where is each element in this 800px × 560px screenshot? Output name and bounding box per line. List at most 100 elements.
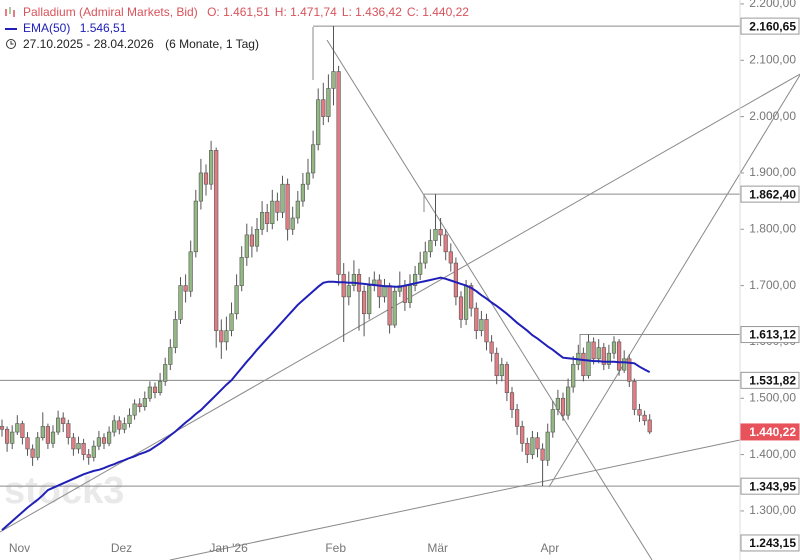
x-axis: Nov Dez Jan '26 Feb Mär Apr (9, 541, 559, 555)
candle-body (188, 251, 193, 292)
candle-body (596, 347, 601, 360)
candle-body (514, 409, 520, 427)
candles (0, 26, 652, 487)
candle-body (259, 212, 265, 230)
candle-body (494, 352, 499, 377)
candle-body (560, 397, 566, 416)
candle-body (402, 285, 408, 303)
candle-body (10, 431, 15, 444)
candle-body (611, 341, 617, 354)
level-label: 1.613,12 (749, 328, 796, 342)
candle-body (112, 420, 117, 433)
candle-body (540, 448, 545, 461)
candle-body (209, 150, 214, 185)
candle-body (214, 150, 219, 331)
candle-body (198, 172, 204, 202)
candle-body (423, 251, 428, 264)
candle-body (418, 262, 423, 275)
level-label: 1.531,82 (749, 374, 796, 388)
watermark-text: stock3 (4, 470, 124, 512)
candle-body (142, 397, 147, 408)
candle-body (321, 99, 326, 117)
candle-body (392, 290, 397, 326)
candle-body (91, 445, 96, 458)
candle-body (86, 454, 91, 458)
candle-body (586, 341, 591, 377)
candle-body (244, 234, 249, 258)
candle-body (591, 341, 596, 360)
candle-body (265, 212, 270, 224)
trend-line (0, 73, 800, 533)
candle-body (412, 274, 418, 286)
candle-body (474, 307, 479, 331)
level-label: 2.160,65 (749, 19, 796, 33)
candle-body (122, 423, 127, 430)
candle-body (219, 330, 224, 343)
candle-body (40, 426, 45, 439)
candle-body (0, 426, 5, 430)
candle-body (132, 403, 137, 416)
y-tick-label: 1.700,00 (749, 278, 796, 292)
candle-body (565, 386, 571, 416)
lines (1, 276, 651, 531)
candle-body (229, 313, 234, 331)
x-tick-label: Nov (9, 541, 30, 555)
candle-body (326, 88, 331, 117)
candle-body (433, 228, 438, 241)
candle-body (61, 417, 66, 424)
legend-name: EMA(50) (23, 21, 70, 35)
candle-body (158, 381, 163, 393)
y-tick-label: 1.400,00 (749, 447, 796, 461)
candle-body (81, 443, 86, 455)
date-range: 27.10.2025 - 28.04.2026 (23, 37, 154, 51)
level-box (740, 185, 800, 203)
x-tick-label: Apr (541, 541, 560, 555)
level-labels: 2.160,65 1.862,40 1.613,12 1.531,82 1.440,22… (740, 17, 800, 552)
candle-body (101, 437, 107, 444)
ohlc-label: H: 1.471,74 (275, 5, 337, 19)
level-box (740, 371, 800, 389)
trend-line (548, 74, 800, 488)
y-tick-label: 1.900,00 (749, 165, 796, 179)
candle-body (632, 381, 637, 410)
x-tick-label: Jan '26 (209, 541, 248, 555)
candle-body (30, 448, 35, 458)
ohlc-label: O: 1.461,51 (207, 5, 270, 19)
candle-body (305, 172, 311, 185)
candle-body (387, 285, 392, 326)
candle-body (550, 409, 555, 433)
candle-body (270, 200, 275, 224)
title-line: Palladium (Admiral Markets, Bid) O: 1.46… (23, 5, 469, 19)
candle-body (203, 172, 209, 185)
y-tick-label: 1.500,00 (749, 390, 796, 404)
candle-body (601, 347, 606, 365)
candle-body (642, 414, 647, 422)
candle-body (637, 409, 642, 416)
candle-body (50, 431, 56, 444)
candle-body (581, 352, 586, 377)
candle-body (178, 285, 183, 320)
level-label: 1.862,40 (749, 187, 796, 201)
level-label: 1.440,22 (749, 425, 796, 439)
candle-body (448, 251, 453, 264)
level-box (740, 477, 800, 495)
candle-body (525, 443, 530, 455)
candle-body (351, 274, 357, 286)
y-tick-label: 2.200,00 (749, 0, 796, 10)
candle-body (509, 392, 515, 410)
clock-icon (10, 41, 14, 45)
ohlc-label: C: 1.440,22 (407, 5, 469, 19)
candle-body (183, 285, 188, 292)
x-tick-label: Mär (427, 541, 448, 555)
candle-body (173, 319, 178, 348)
candle-body (280, 183, 285, 213)
y-tick-label: 1.300,00 (749, 503, 796, 517)
trend-line (169, 439, 741, 560)
candle-body (254, 228, 260, 247)
candle-body (453, 262, 459, 298)
candle-body (616, 341, 622, 371)
legend-value: 1.546,51 (80, 21, 127, 35)
chart-title: Palladium (Admiral Markets, Bid) (23, 5, 198, 19)
candle-body (20, 423, 25, 439)
ohlc-label: L: 1.436,42 (342, 5, 402, 19)
